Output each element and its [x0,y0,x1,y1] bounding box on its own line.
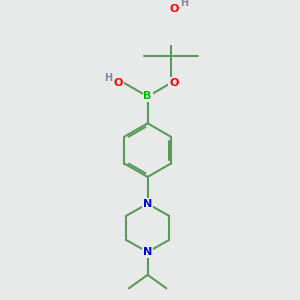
Text: O: O [169,78,178,88]
Text: B: B [143,92,152,101]
Text: H: H [180,0,188,8]
Text: O: O [114,78,123,88]
Text: H: H [104,73,112,83]
Text: O: O [170,4,179,14]
Text: N: N [143,247,152,257]
Text: N: N [143,199,152,209]
